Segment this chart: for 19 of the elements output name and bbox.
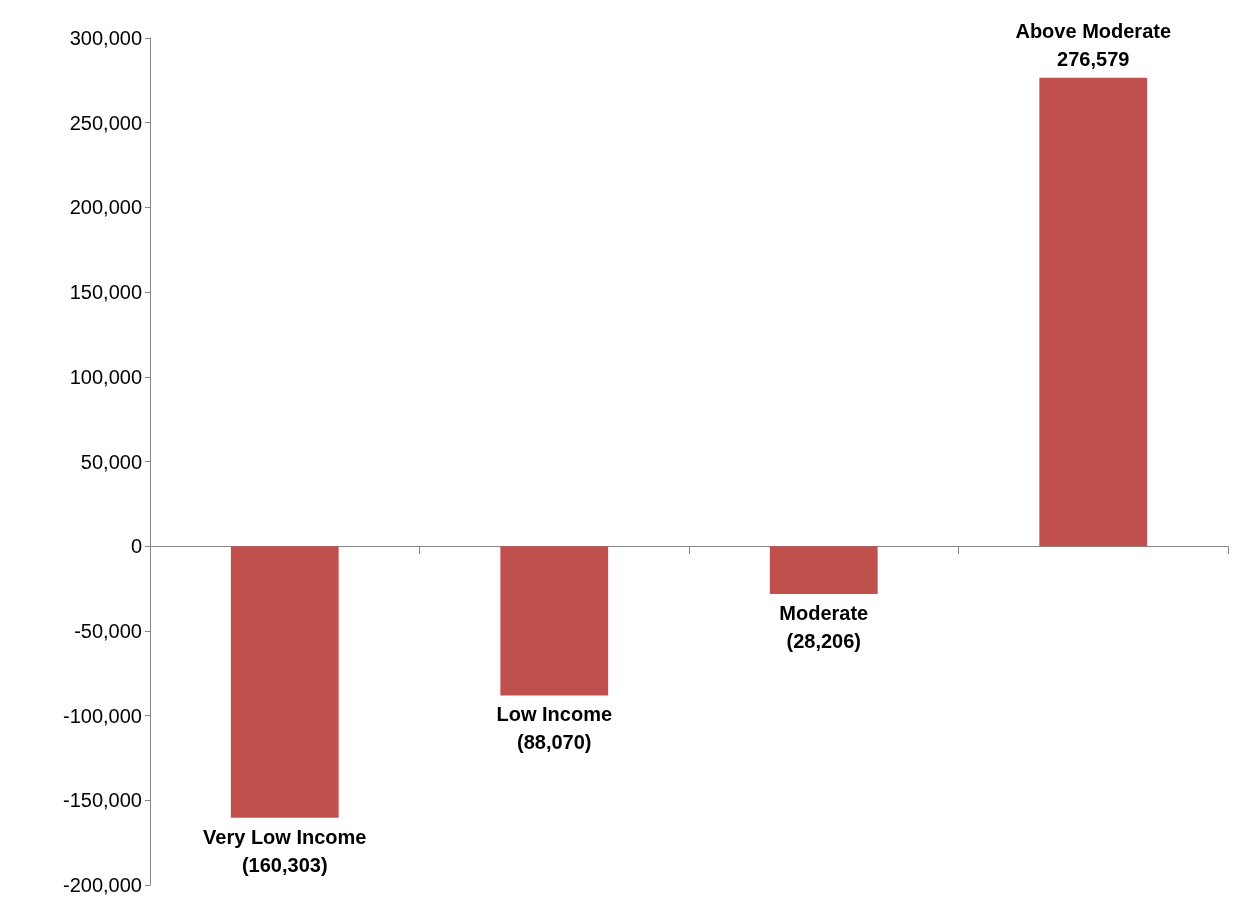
x-tick-label: Above Moderate [1015, 19, 1172, 42]
y-tick-label: 150,000 [69, 281, 142, 304]
y-tick-label: 50,000 [80, 450, 142, 473]
data-label: (88,070) [517, 731, 592, 754]
y-tick-label: 100,000 [69, 365, 142, 388]
data-label: (28,206) [786, 629, 861, 652]
y-tick-label: -150,000 [63, 789, 142, 812]
y-tick-label: 200,000 [69, 196, 142, 219]
data-label: (160,303) [241, 853, 328, 876]
y-tick-label: -100,000 [63, 704, 142, 727]
y-tick-label: 250,000 [69, 111, 142, 134]
y-tick-label: -50,000 [74, 619, 142, 642]
x-tick-label: Low Income [496, 703, 613, 726]
x-tick-label: Moderate [779, 601, 869, 624]
y-tick-label: 0 [130, 535, 142, 558]
data-label: 276,579 [1057, 47, 1130, 70]
y-tick-label: -200,000 [63, 874, 142, 896]
y-tick-label: 300,000 [69, 27, 142, 49]
x-tick-label: Very Low Income [203, 825, 367, 848]
